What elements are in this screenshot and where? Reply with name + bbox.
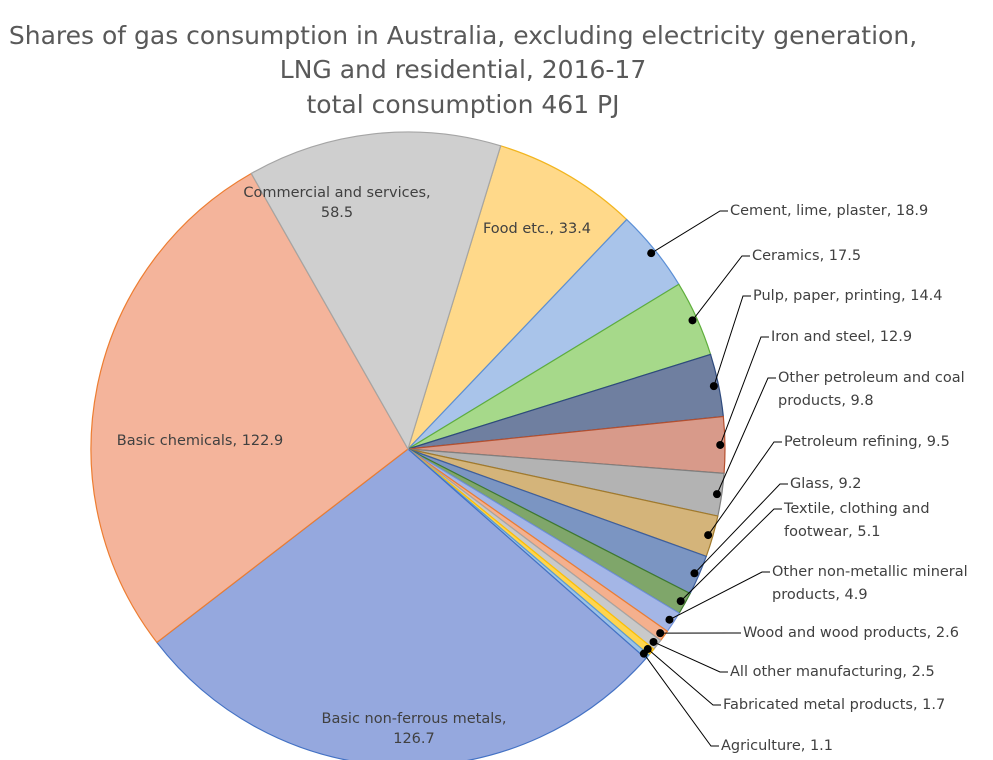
slice-label-6-0: Petroleum refining, 9.5 [784,434,950,450]
leader-line-4 [719,336,769,446]
leader-line-2 [692,255,750,321]
slice-label-15-0: Basic chemicals, 122.9 [117,433,283,449]
leader-line-12 [647,648,721,706]
slice-label-7-0: Glass, 9.2 [790,476,862,492]
slice-label-4-0: Iron and steel, 12.9 [771,329,912,345]
slice-label-16-1: 58.5 [321,205,353,221]
leader-line-9 [669,571,770,621]
slice-label-9-1: products, 4.9 [772,587,868,603]
slice-label-11-0: All other manufacturing, 2.5 [730,664,935,680]
slice-label-8-0: Textile, clothing and [783,501,930,517]
leader-line-13 [643,653,719,747]
leader-line-5 [716,377,776,495]
slice-label-16-0: Commercial and services, [243,185,430,201]
slice-label-12-0: Fabricated metal products, 1.7 [723,697,945,713]
leader-line-8 [680,508,782,602]
slice-label-14-0: Basic non-ferrous metals, [322,711,507,727]
chart-title-line-3: total consumption 461 PJ [306,90,619,119]
slice-label-8-1: footwear, 5.1 [784,524,880,540]
slice-label-14-1: 126.7 [393,731,435,747]
leader-line-6 [707,441,782,536]
pie-slices [90,131,726,760]
slice-label-9-0: Other non-metallic mineral [772,564,968,580]
chart-title-line-1: Shares of gas consumption in Australia, … [9,21,917,50]
slice-label-0-0: Food etc., 33.4 [483,221,591,237]
leader-line-3 [713,295,751,387]
slice-label-5-0: Other petroleum and coal [778,370,965,386]
slice-label-2-0: Ceramics, 17.5 [752,248,861,264]
leader-line-1 [650,210,728,254]
leader-lines [639,210,788,747]
slice-label-3-0: Pulp, paper, printing, 14.4 [753,288,943,304]
pie-slice-food-etc [407,145,628,450]
chart-title-line-2: LNG and residential, 2016-17 [280,55,646,84]
pie-slice-basic-non-ferrous-metals [156,448,647,760]
slice-label-1-0: Cement, lime, plaster, 18.9 [730,203,928,219]
leader-line-11 [653,641,728,673]
pie-slice-commercial-and-services [250,131,502,451]
slice-label-5-1: products, 9.8 [778,393,874,409]
leader-line-7 [694,483,788,574]
pie-slice-basic-chemicals [90,172,409,644]
leader-dot-1 [647,249,656,258]
slice-label-10-0: Wood and wood products, 2.6 [743,625,959,641]
slice-label-13-0: Agriculture, 1.1 [721,738,833,754]
slice-labels: Food etc., 33.4 Cement, lime, plaster, 18… [117,185,968,754]
